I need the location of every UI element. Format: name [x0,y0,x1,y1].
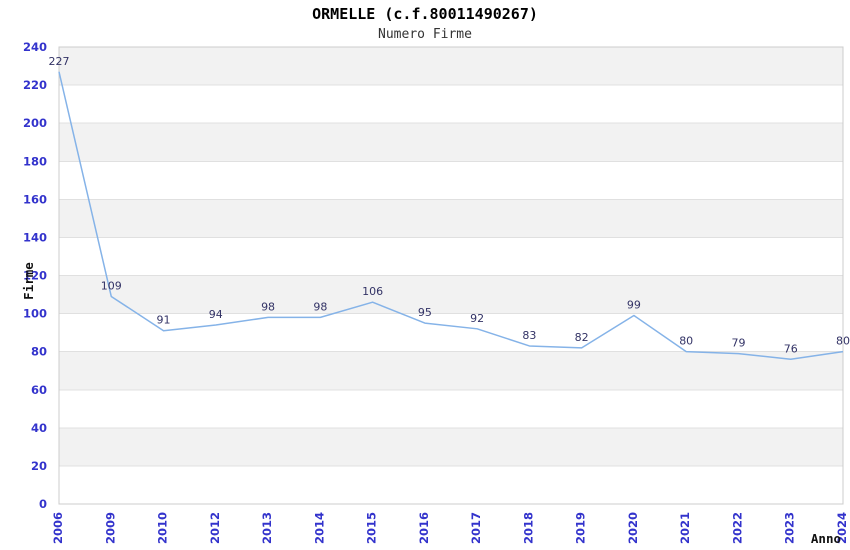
data-label: 99 [627,298,641,311]
y-tick-label: 220 [23,78,47,92]
x-tick-label: 2010 [156,512,170,544]
data-label: 98 [313,300,327,313]
y-tick-label: 20 [31,459,47,473]
plot-band [59,199,843,238]
x-tick-label: 2015 [365,512,379,544]
y-tick-label: 60 [31,383,47,397]
y-tick-label: 120 [23,269,47,283]
data-label: 83 [522,329,536,342]
x-tick-label: 2014 [312,512,326,544]
plot-border [58,46,844,505]
data-label: 76 [784,342,798,355]
x-tick-label: 2019 [574,512,588,544]
x-tick-label: 2006 [51,512,65,544]
x-tick-label: 2022 [730,512,744,544]
plot-generated-content: 227 109 91 94 98 98 106 95 92 83 82 99 80 79 76 80 0 20 40… [23,40,850,544]
plot-band [59,47,843,86]
plot-band [59,351,843,390]
data-label: 94 [209,308,223,321]
data-label: 79 [731,337,745,350]
y-tick-label: 180 [23,154,47,168]
chart-subtitle: Numero Firme [378,27,472,42]
y-tick-label: 80 [31,345,47,359]
y-tick-label: 0 [39,497,47,511]
x-tick-label: 2018 [521,512,535,544]
y-tick-label: 40 [31,421,47,435]
x-tick-label: 2016 [417,512,431,544]
x-tick-label: 2024 [835,512,849,544]
x-tick-label: 2012 [208,512,222,544]
x-tick-label: 2017 [469,512,483,544]
data-label: 95 [418,306,432,319]
y-tick-label: 200 [23,116,47,130]
data-label: 80 [679,335,693,348]
data-label: 227 [49,55,70,68]
plot-band [59,275,843,314]
x-tick-label: 2020 [626,512,640,544]
y-axis-title: Firme [21,262,36,300]
data-label: 98 [261,300,275,313]
x-axis-title: Anno [811,531,841,546]
series-line [58,71,844,361]
data-label: 82 [575,331,589,344]
y-tick-label: 140 [23,230,47,244]
data-label: 91 [157,314,171,327]
plot-band [59,427,843,466]
plot-band [59,123,843,162]
data-label: 106 [362,285,383,298]
data-label: 80 [836,335,850,348]
y-tick-label: 160 [23,192,47,206]
y-tick-label: 240 [23,40,47,54]
data-label: 109 [101,279,122,292]
x-tick-label: 2023 [783,512,797,544]
chart-title: ORMELLE (c.f.80011490267) [312,5,538,23]
data-label: 92 [470,312,484,325]
x-tick-label: 2013 [260,512,274,544]
x-tick-label: 2009 [103,512,117,544]
y-tick-label: 100 [23,307,47,321]
x-tick-label: 2021 [678,512,692,544]
